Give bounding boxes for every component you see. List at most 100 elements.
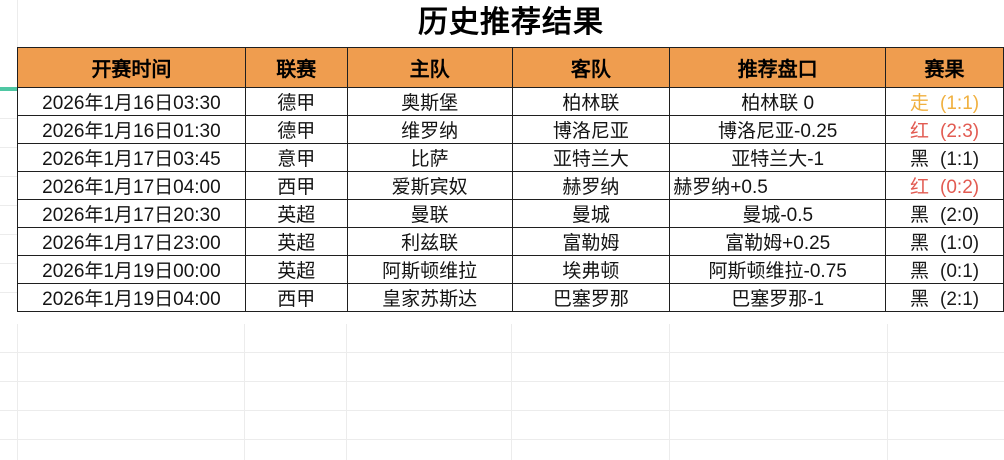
- table-row: 2026年1月17日04:00 西甲 爱斯宾奴 赫罗纳 赫罗纳+0.5 红 (0:2): [17, 171, 1004, 200]
- cell-handicap[interactable]: 赫罗纳+0.5: [669, 171, 887, 200]
- gridline: [244, 324, 245, 460]
- cell-away-team[interactable]: 柏林联: [511, 87, 671, 116]
- result-score: (1:1): [940, 149, 980, 170]
- cell-league[interactable]: 德甲: [244, 115, 348, 144]
- result-tag: 红: [910, 121, 930, 142]
- table-row: 2026年1月17日20:30 英超 曼联 曼城 曼城-0.5 黑 (2:0): [17, 199, 1004, 228]
- result-tag: 黑: [910, 261, 930, 282]
- cell-handicap[interactable]: 博洛尼亚-0.25: [669, 115, 887, 144]
- result-score: (1:0): [940, 233, 980, 254]
- gridline: [0, 118, 17, 119]
- cell-kickoff-time[interactable]: 2026年1月17日03:45: [17, 143, 246, 172]
- column-header-handicap[interactable]: 推荐盘口: [669, 47, 887, 88]
- cell-kickoff-time[interactable]: 2026年1月17日20:30: [17, 199, 246, 228]
- cell-result[interactable]: 红 (0:2): [885, 171, 1004, 200]
- cell-league[interactable]: 德甲: [244, 87, 348, 116]
- cell-home-team[interactable]: 比萨: [346, 143, 513, 172]
- table-header-row: 开赛时间 联赛 主队 客队 推荐盘口 赛果: [17, 47, 1004, 88]
- gridline: [17, 0, 18, 47]
- cell-result[interactable]: 黑 (0:1): [885, 255, 1004, 284]
- gridline: [0, 205, 17, 206]
- cell-home-team[interactable]: 奥斯堡: [346, 87, 513, 116]
- cell-home-team[interactable]: 利兹联: [346, 227, 513, 256]
- cell-league[interactable]: 意甲: [244, 143, 348, 172]
- cell-kickoff-time[interactable]: 2026年1月17日23:00: [17, 227, 246, 256]
- column-header-home-team[interactable]: 主队: [346, 47, 513, 88]
- cell-handicap[interactable]: 富勒姆+0.25: [669, 227, 887, 256]
- cell-away-team[interactable]: 赫罗纳: [511, 171, 671, 200]
- cell-league[interactable]: 英超: [244, 227, 348, 256]
- gridline: [0, 176, 17, 177]
- result-tag: 黑: [910, 149, 930, 170]
- cell-result[interactable]: 走 (1:1): [885, 87, 1004, 116]
- gridline: [17, 324, 18, 460]
- result-score: (1:1): [940, 93, 980, 114]
- gridline: [0, 234, 17, 235]
- result-tag: 黑: [910, 289, 930, 310]
- column-header-kickoff-time[interactable]: 开赛时间: [17, 47, 246, 88]
- cell-home-team[interactable]: 维罗纳: [346, 115, 513, 144]
- cell-result[interactable]: 红 (2:3): [885, 115, 1004, 144]
- cell-kickoff-time[interactable]: 2026年1月19日04:00: [17, 283, 246, 312]
- table-row: 2026年1月19日00:00 英超 阿斯顿维拉 埃弗顿 阿斯顿维拉-0.75 黑 (0:1…: [17, 255, 1004, 284]
- cell-league[interactable]: 西甲: [244, 171, 348, 200]
- cell-league[interactable]: 英超: [244, 255, 348, 284]
- column-header-league[interactable]: 联赛: [244, 47, 348, 88]
- result-score: (0:2): [940, 177, 980, 198]
- page-title: 历史推荐结果: [418, 6, 604, 39]
- gridline: [669, 324, 670, 460]
- gridline: [0, 439, 1004, 440]
- result-tag: 黑: [910, 205, 930, 226]
- gridline: [0, 292, 17, 293]
- column-header-result[interactable]: 赛果: [885, 47, 1004, 88]
- gridline: [0, 352, 1004, 353]
- result-tag: 走: [910, 93, 930, 114]
- gridline: [0, 263, 17, 264]
- freeze-pane-accent: [0, 87, 17, 91]
- cell-kickoff-time[interactable]: 2026年1月16日03:30: [17, 87, 246, 116]
- result-tag: 红: [910, 177, 930, 198]
- result-score: (2:0): [940, 205, 980, 226]
- cell-away-team[interactable]: 亚特兰大: [511, 143, 671, 172]
- table-row: 2026年1月16日01:30 德甲 维罗纳 博洛尼亚 博洛尼亚-0.25 红 (2:3): [17, 115, 1004, 144]
- cell-away-team[interactable]: 博洛尼亚: [511, 115, 671, 144]
- cell-away-team[interactable]: 埃弗顿: [511, 255, 671, 284]
- gridline: [346, 324, 347, 460]
- cell-home-team[interactable]: 阿斯顿维拉: [346, 255, 513, 284]
- cell-away-team[interactable]: 曼城: [511, 199, 671, 228]
- gridline: [0, 410, 1004, 411]
- cell-result[interactable]: 黑 (2:0): [885, 199, 1004, 228]
- cell-kickoff-time[interactable]: 2026年1月17日04:00: [17, 171, 246, 200]
- cell-handicap[interactable]: 亚特兰大-1: [669, 143, 887, 172]
- cell-home-team[interactable]: 爱斯宾奴: [346, 171, 513, 200]
- gridline: [887, 324, 888, 460]
- cell-handicap[interactable]: 柏林联 0: [669, 87, 887, 116]
- results-table: 开赛时间 联赛 主队 客队 推荐盘口 赛果 2026年1月16日03:30 德甲 奥斯堡 柏林联…: [17, 47, 1004, 312]
- result-tag: 黑: [910, 233, 930, 254]
- cell-result[interactable]: 黑 (2:1): [885, 283, 1004, 312]
- cell-handicap[interactable]: 巴塞罗那-1: [669, 283, 887, 312]
- cell-home-team[interactable]: 皇家苏斯达: [346, 283, 513, 312]
- cell-league[interactable]: 西甲: [244, 283, 348, 312]
- cell-away-team[interactable]: 富勒姆: [511, 227, 671, 256]
- cell-away-team[interactable]: 巴塞罗那: [511, 283, 671, 312]
- table-row: 2026年1月17日23:00 英超 利兹联 富勒姆 富勒姆+0.25 黑 (1:0): [17, 227, 1004, 256]
- cell-league[interactable]: 英超: [244, 199, 348, 228]
- table-row: 2026年1月19日04:00 西甲 皇家苏斯达 巴塞罗那 巴塞罗那-1 黑 (2:1): [17, 283, 1004, 312]
- table-row: 2026年1月16日03:30 德甲 奥斯堡 柏林联 柏林联 0 走 (1:1): [17, 87, 1004, 116]
- cell-result[interactable]: 黑 (1:0): [885, 227, 1004, 256]
- gridline: [0, 381, 1004, 382]
- cell-result[interactable]: 黑 (1:1): [885, 143, 1004, 172]
- result-score: (2:3): [940, 121, 980, 142]
- cell-kickoff-time[interactable]: 2026年1月16日01:30: [17, 115, 246, 144]
- result-score: (0:1): [940, 261, 980, 282]
- cell-home-team[interactable]: 曼联: [346, 199, 513, 228]
- cell-kickoff-time[interactable]: 2026年1月19日00:00: [17, 255, 246, 284]
- gridline: [511, 324, 512, 460]
- column-header-away-team[interactable]: 客队: [511, 47, 671, 88]
- result-score: (2:1): [940, 289, 980, 310]
- cell-handicap[interactable]: 曼城-0.5: [669, 199, 887, 228]
- cell-handicap[interactable]: 阿斯顿维拉-0.75: [669, 255, 887, 284]
- table-row: 2026年1月17日03:45 意甲 比萨 亚特兰大 亚特兰大-1 黑 (1:1): [17, 143, 1004, 172]
